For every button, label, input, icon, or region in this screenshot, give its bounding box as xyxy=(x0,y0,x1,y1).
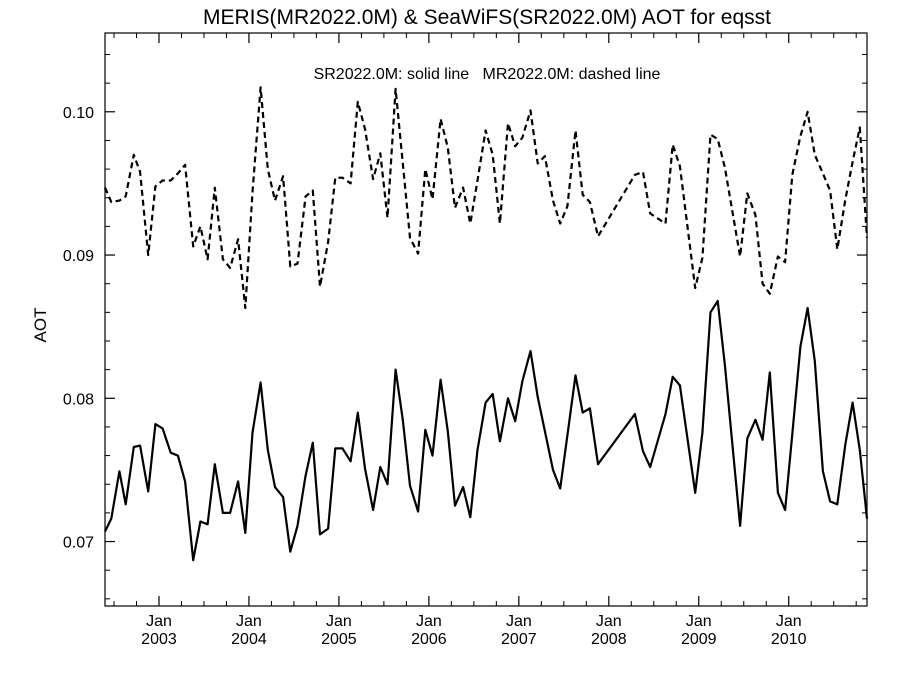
x-tick-year-label: 2004 xyxy=(231,631,267,648)
y-tick-label: 0.09 xyxy=(63,248,94,265)
x-tick-month-label: Jan xyxy=(506,613,532,630)
x-tick-month-label: Jan xyxy=(236,613,262,630)
x-tick-year-label: 2007 xyxy=(501,631,537,648)
x-tick-month-label: Jan xyxy=(146,613,172,630)
plot-area-frame xyxy=(104,32,868,607)
y-tick-label: 0.10 xyxy=(63,105,94,122)
x-tick-year-label: 2005 xyxy=(321,631,357,648)
x-tick-year-label: 2006 xyxy=(411,631,447,648)
series-line-sr2022-solid xyxy=(104,299,869,562)
axis-ticks: 0.070.080.090.10Jan2003Jan2004Jan2005Jan… xyxy=(63,33,867,648)
x-tick-month-label: Jan xyxy=(686,613,712,630)
legend-annotation: SR2022.0M: solid line MR2022.0M: dashed … xyxy=(314,66,661,83)
x-tick-month-label: Jan xyxy=(326,613,352,630)
series-line-mr2022-dashed xyxy=(103,86,869,310)
y-tick-label: 0.08 xyxy=(63,391,94,408)
x-tick-year-label: 2010 xyxy=(771,631,807,648)
x-tick-month-label: Jan xyxy=(776,613,802,630)
x-tick-year-label: 2003 xyxy=(141,631,177,648)
x-tick-month-label: Jan xyxy=(596,613,622,630)
chart-title: MERIS(MR2022.0M) & SeaWiFS(SR2022.0M) AO… xyxy=(203,6,771,29)
x-tick-month-label: Jan xyxy=(416,613,442,630)
y-tick-label: 0.07 xyxy=(63,535,94,552)
x-tick-year-label: 2009 xyxy=(681,631,717,648)
x-tick-year-label: 2008 xyxy=(591,631,627,648)
y-axis-label: AOT xyxy=(31,308,50,343)
series-lines xyxy=(103,86,869,562)
